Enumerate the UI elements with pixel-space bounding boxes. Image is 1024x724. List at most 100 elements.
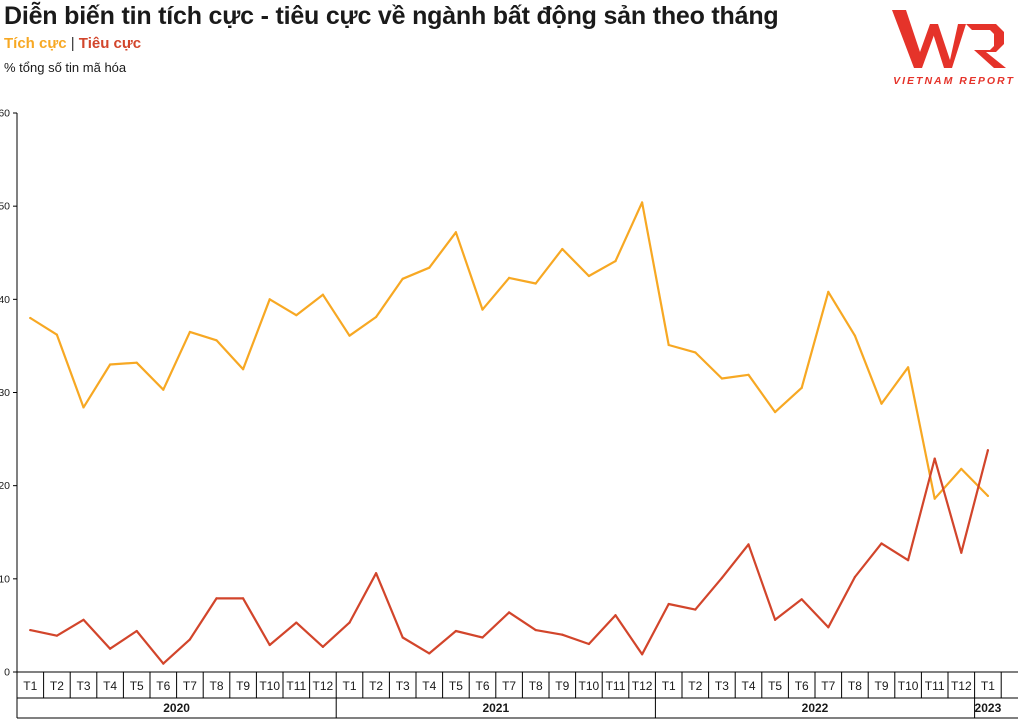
data-point-positive — [188, 330, 191, 334]
legend-positive: Tích cực — [4, 35, 67, 52]
data-point-negative — [55, 634, 59, 637]
data-point-positive — [162, 388, 165, 391]
x-tick-label: T11 — [925, 679, 945, 693]
data-point-negative — [933, 457, 936, 460]
data-point-negative — [162, 662, 165, 665]
data-point-negative — [907, 559, 910, 562]
x-tick-label: T2 — [369, 679, 383, 693]
data-point-negative — [135, 629, 138, 633]
data-point-negative — [667, 602, 670, 606]
x-tick-label: T7 — [502, 679, 516, 693]
data-point-positive — [667, 343, 670, 347]
data-point-negative — [401, 636, 404, 639]
y-tick-label: 20 — [0, 480, 10, 492]
data-point-negative — [720, 576, 724, 580]
legend-separator: | — [66, 35, 79, 52]
data-point-positive — [348, 334, 351, 337]
logo-caption: VIETNAM REPORT — [893, 75, 1015, 87]
data-point-positive — [853, 334, 857, 337]
x-tick-label: T12 — [313, 679, 334, 693]
x-tick-label: T10 — [259, 679, 280, 693]
data-point-negative — [534, 628, 537, 632]
data-point-negative — [428, 652, 431, 655]
y-tick-label: 30 — [0, 387, 10, 399]
data-point-positive — [774, 410, 777, 414]
data-point-positive — [55, 333, 59, 336]
data-point-positive — [880, 402, 883, 405]
data-point-positive — [827, 290, 830, 293]
data-point-negative — [986, 449, 990, 452]
x-tick-label: T4 — [422, 679, 436, 693]
x-tick-label: T5 — [130, 679, 144, 693]
y-tick-label: 50 — [0, 201, 10, 213]
x-tick-label: T10 — [898, 679, 919, 693]
x-tick-label: T7 — [183, 679, 197, 693]
data-point-positive — [720, 377, 724, 380]
x-tick-label: T3 — [76, 679, 90, 693]
data-point-negative — [268, 643, 271, 647]
x-tick-label: T4 — [103, 679, 117, 693]
data-point-negative — [880, 542, 883, 545]
data-point-positive — [215, 339, 218, 342]
year-label: 2020 — [163, 701, 190, 715]
x-tick-label: T7 — [821, 679, 835, 693]
data-point-positive — [641, 201, 644, 204]
data-point-negative — [827, 626, 830, 629]
data-point-negative — [29, 628, 32, 632]
data-point-positive — [135, 361, 138, 364]
data-point-positive — [800, 386, 803, 389]
data-point-positive — [933, 497, 936, 500]
x-tick-label: T3 — [396, 679, 410, 693]
x-tick-label: T3 — [715, 679, 729, 693]
data-point-negative — [561, 633, 564, 636]
data-point-negative — [641, 653, 644, 656]
data-point-positive — [29, 316, 32, 320]
data-point-positive — [587, 274, 591, 278]
data-point-negative — [348, 621, 351, 624]
data-point-positive — [960, 467, 963, 470]
x-tick-label: T12 — [632, 679, 653, 693]
year-label: 2022 — [802, 701, 829, 715]
series-line-positive — [29, 201, 990, 500]
chart-title: Diễn biến tin tích cực - tiêu cực về ngà… — [4, 2, 779, 30]
data-point-negative — [109, 647, 112, 650]
x-tick-label: T9 — [874, 679, 888, 693]
data-point-negative — [587, 642, 591, 646]
year-label: 2023 — [975, 701, 1002, 715]
data-point-positive — [401, 277, 404, 280]
x-tick-label: T9 — [236, 679, 250, 693]
data-point-negative — [774, 618, 777, 621]
x-tick-label: T8 — [848, 679, 862, 693]
data-point-negative — [614, 614, 617, 617]
data-point-positive — [295, 314, 298, 317]
x-tick-label: T6 — [795, 679, 809, 693]
x-tick-label: T6 — [475, 679, 489, 693]
legend-negative: Tiêu cực — [78, 35, 142, 52]
x-tick-label: T2 — [688, 679, 702, 693]
data-point-negative — [508, 611, 511, 614]
y-tick-label: 40 — [0, 294, 10, 306]
x-tick-label: T11 — [286, 679, 306, 693]
data-point-negative — [747, 543, 750, 546]
x-tick-label: T6 — [156, 679, 170, 693]
data-point-negative — [454, 629, 457, 633]
data-point-positive — [428, 266, 431, 269]
x-tick-label: T4 — [741, 679, 755, 693]
data-point-negative — [242, 597, 245, 600]
data-point-positive — [481, 308, 484, 311]
data-point-negative — [375, 572, 378, 575]
data-point-positive — [109, 363, 112, 366]
data-point-negative — [960, 551, 963, 554]
data-point-positive — [321, 293, 324, 296]
x-tick-label: T9 — [555, 679, 569, 693]
x-tick-label: T1 — [662, 679, 676, 693]
data-point-negative — [853, 575, 857, 579]
data-point-positive — [561, 247, 564, 251]
logo-mark — [892, 10, 1006, 68]
data-point-positive — [268, 298, 271, 301]
data-point-positive — [375, 315, 378, 319]
data-point-negative — [800, 598, 803, 601]
x-tick-label: T8 — [209, 679, 223, 693]
x-tick-label: T1 — [981, 679, 995, 693]
